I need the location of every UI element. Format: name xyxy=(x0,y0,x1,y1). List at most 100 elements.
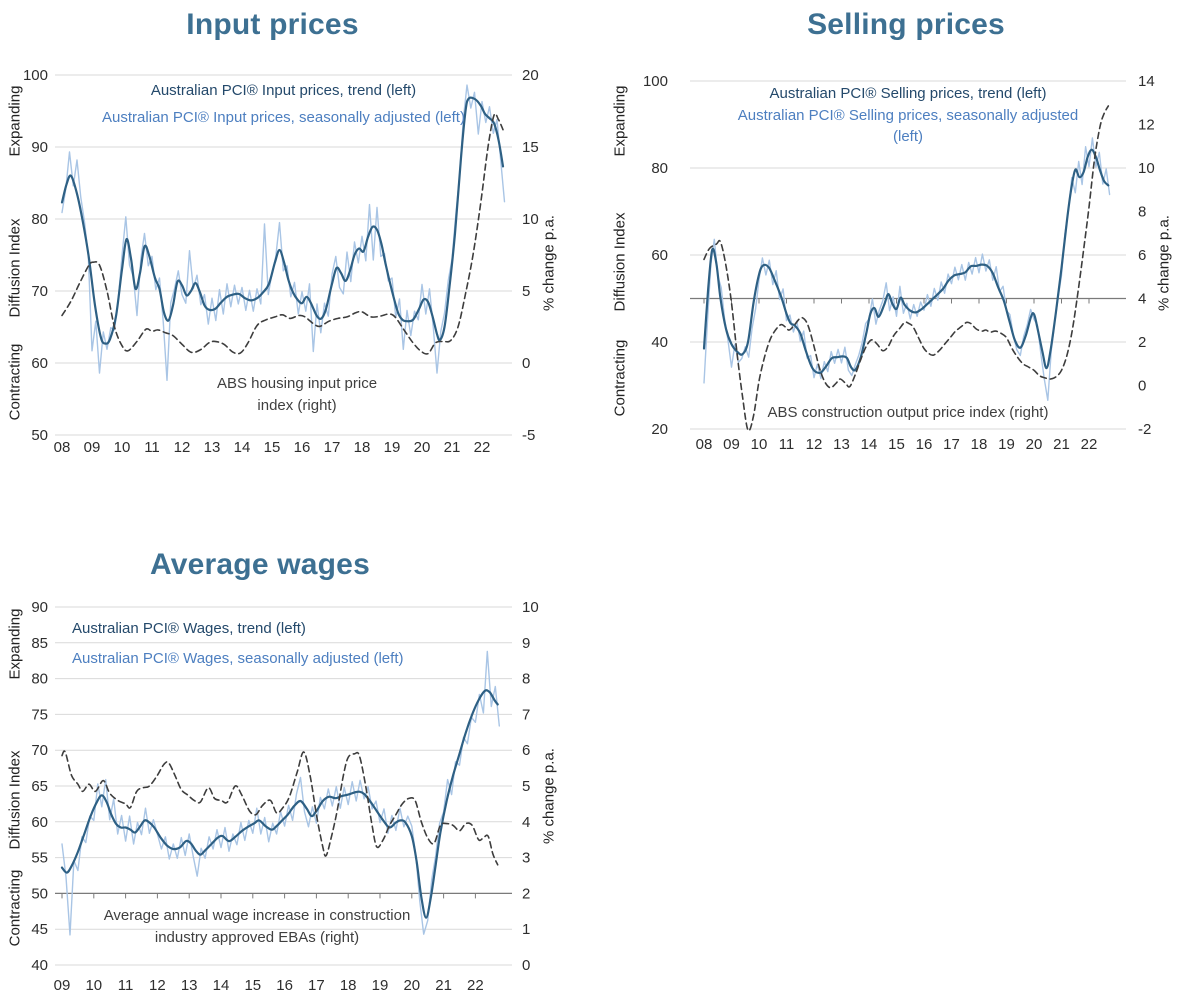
x-axis-tick: 17 xyxy=(943,436,960,453)
annotation-line: industry approved EBAs (right) xyxy=(154,929,360,946)
left-axis-tick: 20 xyxy=(651,421,668,438)
left-axis-tick: 45 xyxy=(31,921,48,938)
x-axis-tick: 17 xyxy=(308,977,325,994)
x-axis-tick: 08 xyxy=(54,439,71,456)
left-axis-tick: 90 xyxy=(31,139,48,156)
seasonally-adjusted-line xyxy=(61,84,506,381)
x-axis-tick: 15 xyxy=(888,436,905,453)
right-axis-tick: 0 xyxy=(522,355,530,372)
x-axis-tick: 18 xyxy=(971,436,988,453)
left-axis-label-expanding: Expanding xyxy=(6,85,24,157)
chart-title: Average wages xyxy=(150,548,370,581)
series-annotation: ABS housing input price index (right) xyxy=(87,373,507,417)
x-axis-tick: 14 xyxy=(234,439,251,456)
left-axis-tick: 40 xyxy=(31,957,48,974)
left-axis-tick: 75 xyxy=(31,706,48,723)
right-axis-tick: 6 xyxy=(1138,247,1146,264)
left-axis-tick: 70 xyxy=(31,742,48,759)
x-axis-tick: 11 xyxy=(144,439,160,456)
x-axis-tick: 15 xyxy=(264,439,281,456)
legend-sa-label: Australian PCI® Wages, seasonally adjust… xyxy=(72,650,404,667)
right-axis-tick: 10 xyxy=(522,599,539,616)
x-axis-tick: 20 xyxy=(403,977,420,994)
right-axis-label: % change p.a. xyxy=(540,215,558,311)
annotation-line: ABS housing input price xyxy=(216,375,378,392)
left-axis-tick: 65 xyxy=(31,778,48,795)
x-axis-tick: 18 xyxy=(340,977,357,994)
legend-trend-label: Australian PCI® Input prices, trend (lef… xyxy=(150,82,417,99)
x-axis-tick: 19 xyxy=(384,439,401,456)
chart-average-wages: 90 85 80 75 70 65 60 55 50 45 40 10 9 8 7 6 5 4 3 2 1 0 09 10 11… xyxy=(0,538,576,1005)
x-axis-tick: 10 xyxy=(114,439,131,456)
left-axis-tick: 85 xyxy=(31,635,48,652)
x-axis-tick: 14 xyxy=(213,977,230,994)
annotation-line: ABS construction output price index (rig… xyxy=(767,404,1049,421)
left-axis-tick: 40 xyxy=(651,334,668,351)
left-axis-label-expanding: Expanding xyxy=(6,608,24,680)
right-axis-label: % change p.a. xyxy=(1155,215,1173,311)
legend-trend-label: Australian PCI® Wages, trend (left) xyxy=(72,620,306,637)
left-axis-tick: 80 xyxy=(651,160,668,177)
right-axis-tick: 3 xyxy=(522,850,530,867)
chart-title: Input prices xyxy=(186,8,359,41)
abs-index-dashed-line xyxy=(703,105,1110,432)
right-axis-tick: 0 xyxy=(522,957,530,974)
x-axis-tick: 15 xyxy=(244,977,261,994)
right-axis-tick: 8 xyxy=(522,671,530,688)
right-axis-tick: 8 xyxy=(1138,204,1146,221)
x-axis-tick: 19 xyxy=(998,436,1015,453)
right-axis-tick: 7 xyxy=(522,706,530,723)
right-axis-tick: 10 xyxy=(1138,160,1155,177)
left-axis-label-expanding: Expanding xyxy=(611,85,629,157)
chart-input-prices: 100 90 80 70 60 50 20 15 10 5 0 -5 08 09 10 11 12 13 14 15 1… xyxy=(0,0,576,475)
x-axis-tick: 13 xyxy=(204,439,221,456)
x-axis-tick: 22 xyxy=(467,977,484,994)
right-axis-tick: 20 xyxy=(522,67,539,84)
series-annotation: ABS construction output price index (rig… xyxy=(690,402,1126,424)
right-axis-tick: 12 xyxy=(1138,117,1155,134)
left-axis-label-contracting: Contracting xyxy=(6,343,24,421)
x-axis-tick: 16 xyxy=(276,977,293,994)
x-axis-tick: 16 xyxy=(294,439,311,456)
x-axis-tick: 22 xyxy=(1081,436,1098,453)
chart-title: Selling prices xyxy=(807,8,1005,41)
left-axis-tick: 60 xyxy=(31,355,48,372)
trend-line xyxy=(702,148,1110,374)
x-axis-tick: 09 xyxy=(54,977,71,994)
x-axis-tick: 20 xyxy=(1026,436,1043,453)
annotation-line: Average annual wage increase in construc… xyxy=(103,907,411,924)
right-axis-tick: 10 xyxy=(522,211,539,228)
left-axis-label-contracting: Contracting xyxy=(6,869,24,947)
x-axis-tick: 22 xyxy=(474,439,491,456)
legend-trend-label: Australian PCI® Selling prices, trend (l… xyxy=(769,85,1047,102)
abs-index-dashed-line xyxy=(61,112,504,355)
right-axis-tick: 14 xyxy=(1138,73,1155,90)
right-axis-tick: 2 xyxy=(1138,334,1146,351)
x-axis-tick: 11 xyxy=(779,436,795,453)
x-axis-tick: 11 xyxy=(118,977,134,994)
right-axis-label: % change p.a. xyxy=(540,748,558,844)
x-axis-tick: 08 xyxy=(696,436,713,453)
x-axis-tick: 09 xyxy=(84,439,101,456)
abs-index-dashed-line xyxy=(61,750,499,866)
x-axis-tick: 13 xyxy=(181,977,198,994)
x-axis-tick: 10 xyxy=(751,436,768,453)
right-axis-tick: 15 xyxy=(522,139,539,156)
right-axis-tick: 5 xyxy=(522,283,530,300)
left-axis-tick: 50 xyxy=(31,885,48,902)
x-axis-tick: 12 xyxy=(174,439,191,456)
left-axis-tick: 60 xyxy=(31,814,48,831)
right-axis-tick: 9 xyxy=(522,635,530,652)
left-axis-tick: 80 xyxy=(31,211,48,228)
right-axis-tick: 6 xyxy=(522,742,530,759)
right-axis-tick: 4 xyxy=(1138,291,1146,308)
x-axis-tick: 10 xyxy=(85,977,102,994)
x-axis-tick: 21 xyxy=(435,977,452,994)
x-axis-tick: 18 xyxy=(354,439,371,456)
x-axis-tick: 17 xyxy=(324,439,341,456)
left-axis-tick: 100 xyxy=(643,73,668,90)
